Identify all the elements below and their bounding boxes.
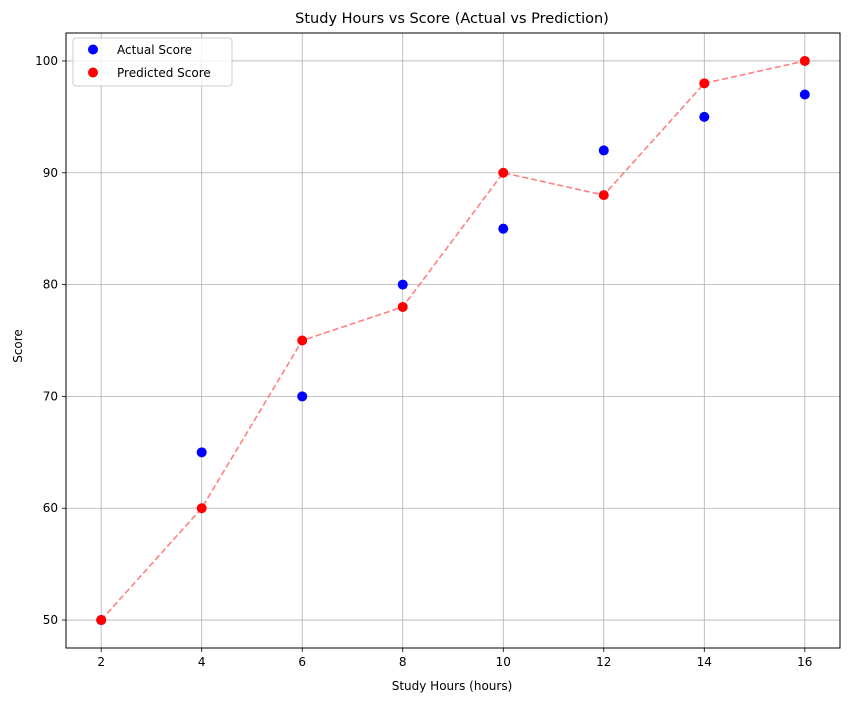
legend-marker-actual [88, 44, 98, 55]
grid [66, 33, 840, 648]
y-tick-label: 100 [35, 54, 58, 68]
x-tick-label: 8 [399, 655, 407, 669]
x-tick-label: 6 [298, 655, 306, 669]
predicted-score-point [799, 55, 810, 66]
x-axis-label: Study Hours (hours) [392, 679, 513, 693]
legend-marker-predicted [88, 67, 98, 78]
axis-ticks: 2 4 6 8 10 12 14 16 50 60 70 80 90 100 [35, 54, 812, 669]
y-tick-label: 60 [43, 501, 58, 515]
legend-label-actual: Actual Score [117, 43, 192, 57]
predicted-score-point [598, 190, 609, 201]
x-tick-label: 12 [596, 655, 611, 669]
x-tick-label: 16 [797, 655, 812, 669]
y-axis-label: Score [11, 329, 25, 363]
prediction-dashed-line [100, 60, 805, 621]
actual-score-point [297, 391, 308, 402]
predicted-score-point [297, 335, 308, 346]
x-tick-label: 10 [496, 655, 511, 669]
actual-score-point [799, 89, 810, 100]
x-tick-label: 14 [697, 655, 712, 669]
y-tick-label: 90 [43, 166, 58, 180]
actual-score-point [196, 447, 207, 458]
y-tick-label: 70 [43, 389, 58, 403]
predicted-score-point [397, 301, 408, 312]
prediction-line-layer [100, 60, 805, 621]
y-tick-label: 50 [43, 613, 58, 627]
legend-box [72, 37, 233, 87]
predicted-score-point [96, 615, 107, 626]
predicted-score-point [196, 503, 207, 514]
actual-score-point [598, 145, 609, 156]
data-points [96, 55, 810, 626]
y-tick-label: 80 [43, 278, 58, 292]
legend-label-predicted: Predicted Score [117, 66, 211, 80]
actual-score-point [699, 111, 710, 122]
x-tick-label: 4 [198, 655, 206, 669]
predicted-score-point [699, 78, 710, 89]
x-tick-label: 2 [97, 655, 105, 669]
chart-title: Study Hours vs Score (Actual vs Predicti… [295, 11, 609, 27]
legend: Actual Score Predicted Score [72, 37, 233, 87]
actual-score-point [397, 279, 408, 290]
predicted-score-point [498, 167, 509, 178]
actual-score-point [498, 223, 509, 234]
plot-area-frame [65, 32, 841, 649]
